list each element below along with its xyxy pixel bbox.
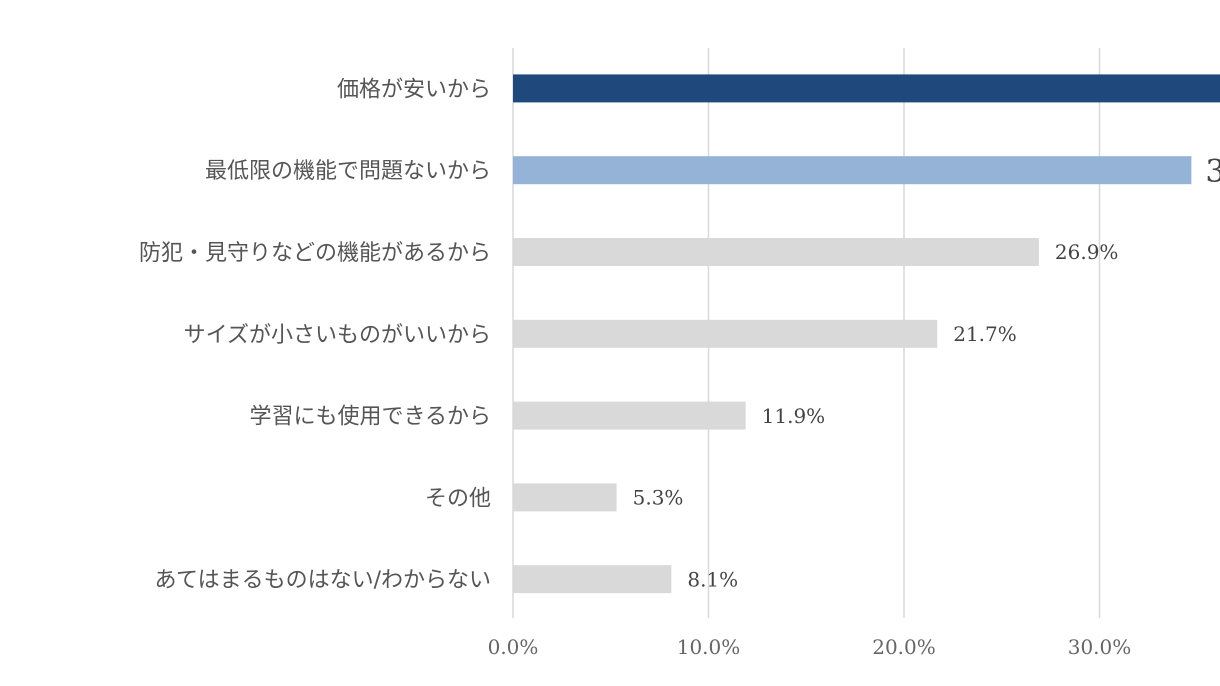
label-layer: 価格が安いから53.9%最低限の機能で問題ないから34.7%防犯・見守りなどの機… [139, 77, 1220, 593]
x-axis-ticks: 0.0%10.0%20.0%30.0%40.0%50.0%60.0% [488, 635, 1132, 659]
data-label-4: 11.9% [762, 404, 826, 428]
category-label-0: 価格が安いから [337, 77, 491, 102]
x-tick-label-2: 20.0% [872, 635, 936, 659]
x-tick-label-3: 30.0% [1068, 635, 1132, 659]
data-label-1: 34.7% [1205, 153, 1220, 189]
category-label-3: サイズが小さいものがいいから [184, 323, 491, 348]
bar-6 [513, 565, 672, 594]
bar-3 [513, 319, 938, 348]
data-label-5: 5.3% [633, 486, 684, 510]
bar-4 [513, 401, 746, 430]
bar-5 [513, 483, 617, 512]
category-label-6: あてはまるものはない/わからない [154, 568, 491, 593]
category-label-5: その他 [425, 486, 491, 511]
data-label-3: 21.7% [953, 322, 1017, 346]
data-label-6: 8.1% [687, 567, 738, 591]
category-label-4: 学習にも使用できるから [249, 405, 491, 430]
bar-2 [513, 238, 1039, 266]
category-label-1: 最低限の機能で問題ないから [205, 159, 491, 184]
bar-1 [513, 156, 1192, 185]
data-label-2: 26.9% [1055, 240, 1119, 264]
x-tick-label-1: 10.0% [677, 635, 741, 659]
bar-layer [513, 74, 1220, 594]
bar-0 [513, 74, 1220, 103]
x-tick-label-0: 0.0% [488, 635, 539, 659]
category-label-2: 防犯・見守りなどの機能があるから [139, 241, 491, 266]
